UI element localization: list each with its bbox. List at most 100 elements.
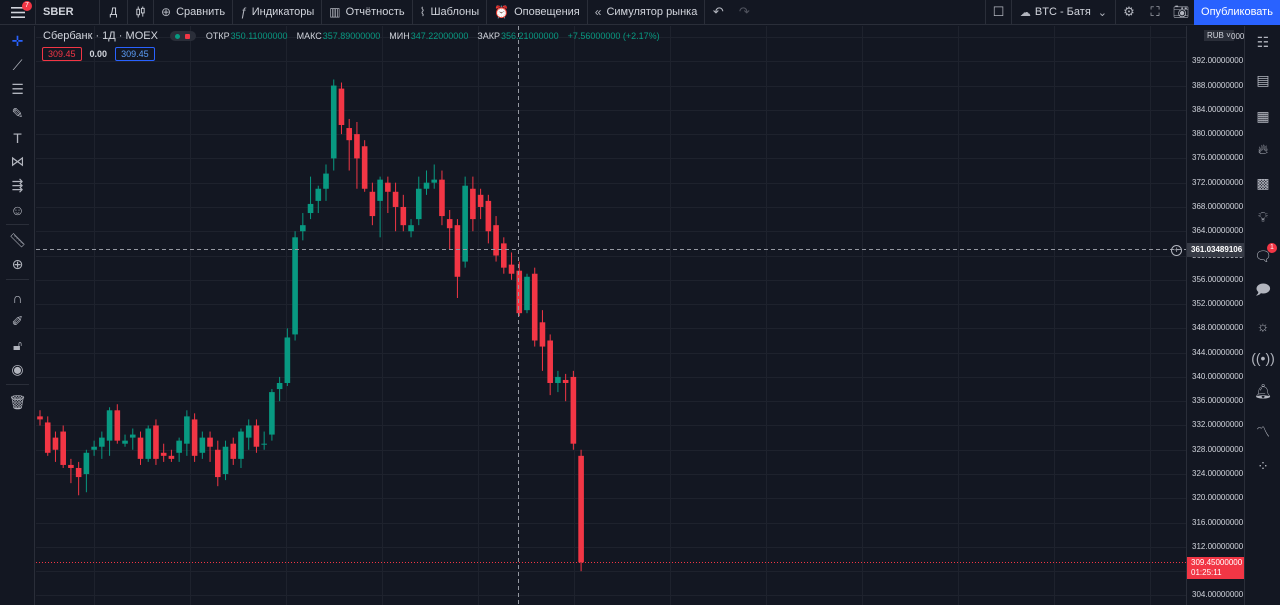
buy-button[interactable]: 309.45 bbox=[115, 47, 155, 61]
candle-body bbox=[338, 88, 345, 126]
calendar-button[interactable]: ▩ bbox=[1253, 173, 1273, 193]
candle bbox=[323, 164, 329, 201]
templates-button[interactable]: ⌇ Шаблоны bbox=[413, 0, 488, 25]
broadcast-icon: ((•)) bbox=[1251, 350, 1275, 366]
streams-button[interactable]: ((•)) bbox=[1251, 348, 1275, 368]
chart-legend: Сбербанк · 1Д · MOEX ОТКР 350.11000000 М… bbox=[43, 30, 669, 42]
layout-name-dropdown[interactable]: ☁ BTC - Батя ⌄ bbox=[1010, 0, 1116, 25]
smiley-icon: ☺ bbox=[10, 201, 25, 218]
toolbar-divider bbox=[6, 279, 29, 280]
candle bbox=[238, 428, 244, 468]
candle-body bbox=[470, 188, 476, 220]
hide-drawings[interactable]: ◉ bbox=[8, 360, 27, 379]
symbol-search-button[interactable]: SBER bbox=[36, 0, 100, 25]
lock-drawing-mode[interactable]: ✐ bbox=[8, 312, 27, 331]
trendline-tool[interactable]: ⟋ bbox=[8, 56, 27, 75]
right-widgetbar: ☷ ▤ ▦ 🔥︎ ▩ 💡︎ 🗨︎ 1 🗩︎ ☼ ((•)) 🔔︎ 〽 ⁘ bbox=[1244, 26, 1280, 605]
price-tick-label: 316.00000000 bbox=[1192, 517, 1244, 527]
market-status-pill[interactable] bbox=[169, 31, 196, 41]
add-alert-plus-icon[interactable]: + bbox=[1171, 245, 1182, 256]
bar-chart-icon: ▥ bbox=[329, 5, 341, 19]
candle bbox=[423, 170, 430, 195]
market-simulator-button[interactable]: « Симулятор рынка bbox=[588, 0, 706, 25]
remove-drawings[interactable]: 🗑︎ bbox=[8, 393, 27, 412]
alerts-button[interactable]: ⏰ Оповещения bbox=[487, 0, 588, 25]
templates-icon: ⌇ bbox=[419, 5, 426, 19]
candle-body bbox=[431, 179, 438, 183]
chart-type-button[interactable] bbox=[128, 0, 154, 25]
alerts-label: Оповещения bbox=[514, 6, 580, 18]
candle-body bbox=[531, 273, 538, 341]
redo-button[interactable]: ↷ bbox=[731, 0, 757, 25]
reports-button[interactable]: ▥ Отчётность bbox=[322, 0, 413, 25]
candle-body bbox=[570, 376, 577, 444]
interval-button[interactable]: Д bbox=[100, 0, 128, 25]
data-window-button[interactable]: ▦ bbox=[1253, 106, 1273, 126]
candle-body bbox=[91, 446, 97, 450]
function-icon: ƒ bbox=[240, 5, 247, 19]
price-axis[interactable]: RUB ˅ 392.00000000 388.00000000 384.000000… bbox=[1186, 26, 1245, 605]
settings-button[interactable]: ⚙ bbox=[1116, 0, 1142, 25]
news-icon: ▤ bbox=[1256, 71, 1270, 88]
candle-body bbox=[315, 188, 322, 201]
candle-body bbox=[400, 206, 407, 226]
forecast-tool[interactable]: ⇶ bbox=[8, 176, 27, 195]
candle-body bbox=[493, 225, 499, 256]
low-value: 347.22000000 bbox=[410, 31, 469, 41]
layout-name-label: BTC - Батя bbox=[1034, 6, 1091, 18]
crosshair-tool[interactable]: ✛ bbox=[8, 32, 27, 51]
indicators-button[interactable]: ƒ Индикаторы bbox=[233, 0, 323, 25]
publish-button[interactable]: Опубликовать bbox=[1194, 0, 1280, 25]
candle bbox=[400, 194, 407, 232]
currency-selector[interactable]: RUB ˅ bbox=[1204, 30, 1234, 41]
candle-body bbox=[269, 392, 275, 435]
candle bbox=[191, 413, 198, 462]
lock-icon: 🔓︎ bbox=[12, 337, 23, 353]
candle-body bbox=[292, 237, 298, 335]
candle-body bbox=[516, 270, 523, 314]
hotlists-button[interactable]: 🔥︎ bbox=[1253, 139, 1273, 159]
compare-button[interactable]: ⊕ Сравнить bbox=[154, 0, 234, 25]
layout-select-button[interactable]: ☐ bbox=[984, 0, 1011, 25]
zoom-tool[interactable]: ⊕ bbox=[8, 255, 27, 274]
magnet-tool[interactable]: ∩ bbox=[8, 288, 27, 307]
icons-tool[interactable]: ☺ bbox=[8, 200, 27, 219]
trading-panel-button[interactable]: 〽 bbox=[1253, 422, 1273, 442]
sell-button[interactable]: 309.45 bbox=[42, 47, 82, 61]
notifications-button[interactable]: 🔔︎ bbox=[1253, 381, 1273, 401]
price-tick-label: 364.00000000 bbox=[1192, 226, 1244, 236]
fib-tool[interactable]: ☰ bbox=[8, 80, 27, 99]
lightbulb-icon: 💡︎ bbox=[1258, 208, 1268, 225]
candle-body bbox=[524, 276, 530, 311]
price-tick-label: 348.00000000 bbox=[1192, 323, 1244, 333]
snapshot-button[interactable]: 📷︎ bbox=[1168, 0, 1194, 25]
candle bbox=[346, 118, 352, 171]
ideas-button[interactable]: 💡︎ bbox=[1253, 207, 1273, 227]
candle-body bbox=[207, 437, 213, 447]
watchlist-button[interactable]: ☷ bbox=[1253, 32, 1273, 52]
chats-button[interactable]: 🗨︎ 1 bbox=[1253, 243, 1277, 266]
messages-button[interactable]: 🗩︎ bbox=[1253, 281, 1273, 301]
ruler-tool[interactable]: 📏︎ bbox=[8, 231, 27, 250]
text-icon: T bbox=[13, 129, 22, 146]
price-tick-label: 000 bbox=[1231, 32, 1245, 41]
undo-button[interactable]: ↶ bbox=[705, 0, 731, 25]
brush-tool[interactable]: ✎ bbox=[8, 104, 27, 123]
candle-body bbox=[230, 443, 237, 459]
text-tool[interactable]: T bbox=[8, 128, 27, 147]
price-tick-label: 372.00000000 bbox=[1192, 177, 1244, 187]
lock-all-drawings[interactable]: 🔓︎ bbox=[8, 336, 27, 355]
candle-body bbox=[191, 419, 198, 456]
undo-icon: ↶ bbox=[712, 4, 724, 19]
public-chats-button[interactable]: ☼ bbox=[1253, 316, 1273, 336]
menu-button[interactable]: 7 bbox=[0, 0, 36, 25]
dom-button[interactable]: ⁘ bbox=[1253, 456, 1273, 476]
candle bbox=[547, 334, 553, 396]
candle bbox=[338, 82, 345, 135]
plus-circle-icon: ⊕ bbox=[161, 5, 172, 19]
fullscreen-button[interactable]: ⛶ bbox=[1142, 0, 1168, 25]
chart-pane[interactable] bbox=[36, 26, 1186, 605]
pattern-tool[interactable]: ⋈ bbox=[8, 152, 27, 171]
news-button[interactable]: ▤ bbox=[1253, 70, 1273, 90]
candle bbox=[555, 370, 561, 393]
